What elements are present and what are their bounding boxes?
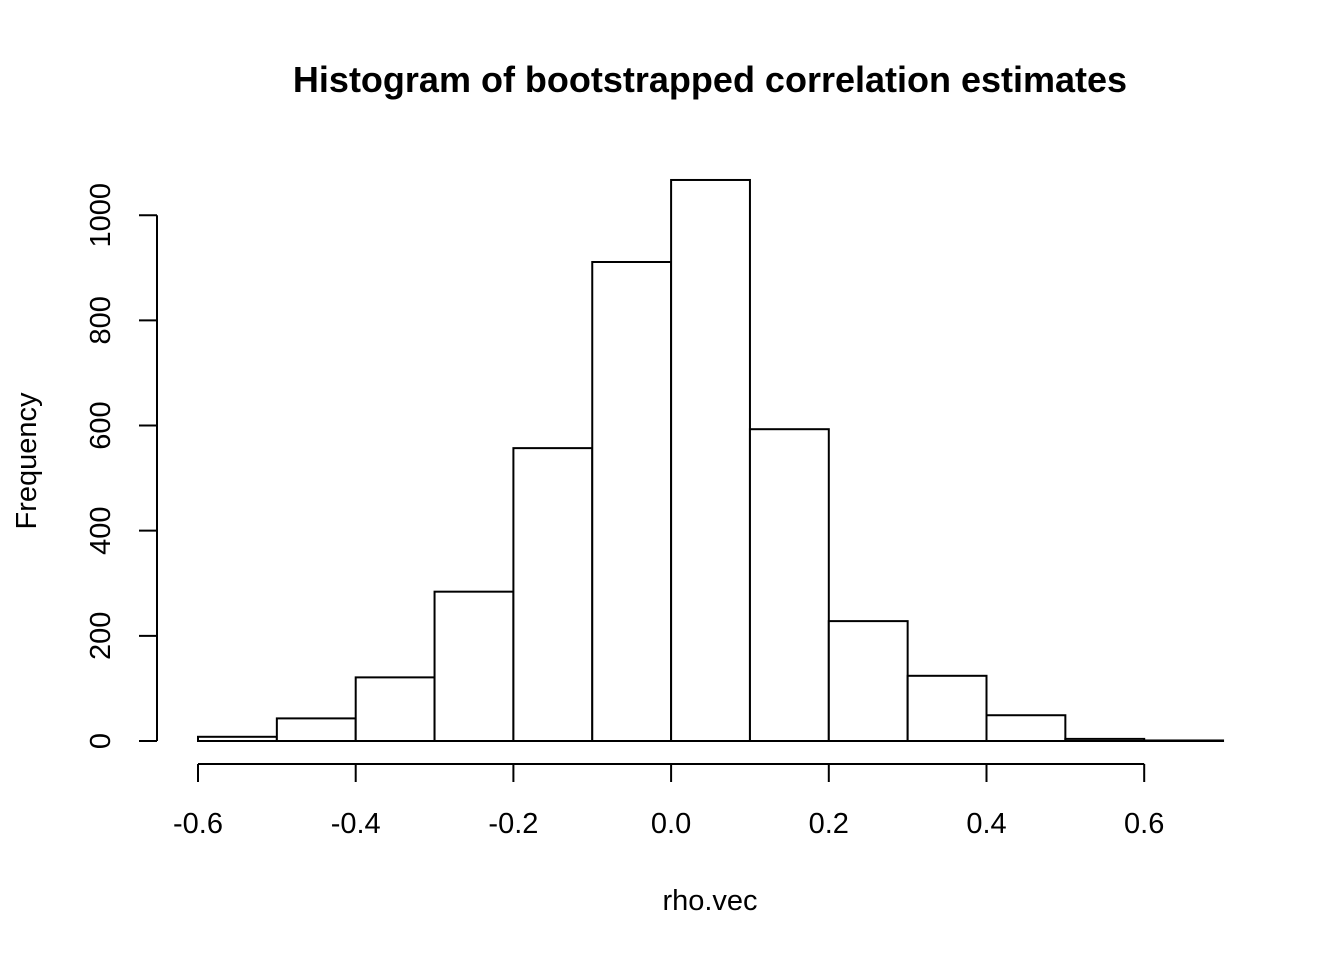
histogram-bar: [591, 260, 673, 742]
histogram-bar: [670, 178, 751, 743]
y-axis-label: Frequency: [11, 392, 43, 530]
histogram-bar: [512, 447, 594, 742]
histogram-bar: [354, 676, 436, 742]
chart-title: Histogram of bootstrapped correlation es…: [293, 59, 1127, 100]
histogram-bar: [985, 714, 1067, 742]
histogram-bar: [1143, 739, 1225, 742]
histogram-bar: [197, 735, 278, 742]
x-tick-label: 0.4: [966, 808, 1006, 840]
y-tick-label: 200: [85, 612, 117, 660]
histogram-bar: [748, 428, 830, 742]
y-axis: 0 200 400 600 800 1000: [85, 183, 158, 749]
x-tick-label: -0.4: [331, 808, 381, 840]
y-tick-label: 0: [85, 733, 117, 749]
histogram-bar: [1064, 737, 1146, 742]
bars-group: [197, 178, 1225, 743]
y-tick-label: 600: [85, 401, 117, 449]
x-tick-label: -0.2: [488, 808, 538, 840]
histogram-bar: [275, 717, 357, 743]
x-tick-label: 0.2: [809, 808, 849, 840]
y-tick-label: 400: [85, 506, 117, 554]
histogram-bar: [827, 620, 909, 743]
x-axis-label: rho.vec: [662, 885, 757, 917]
y-tick-label: 800: [85, 296, 117, 344]
histogram-bar: [433, 590, 515, 742]
x-axis: -0.6 -0.4 -0.2 0.0 0.2 0.4 0.6: [173, 763, 1164, 840]
histogram-bar: [906, 674, 988, 742]
x-tick-label: 0.0: [651, 808, 691, 840]
x-tick-label: 0.6: [1124, 808, 1164, 840]
x-tick-label: -0.6: [173, 808, 223, 840]
y-tick-label: 1000: [85, 183, 117, 248]
